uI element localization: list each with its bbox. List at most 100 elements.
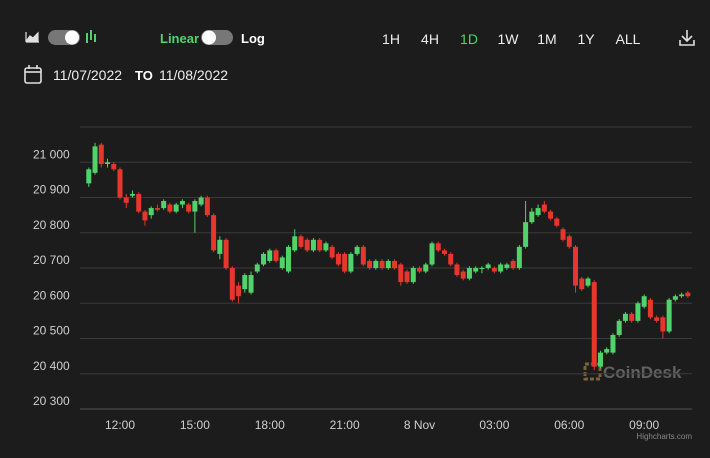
candle-body xyxy=(541,204,547,212)
candle-body xyxy=(566,236,572,247)
candle-body xyxy=(466,268,472,279)
candle-body xyxy=(610,334,616,353)
y-tick-label: 20 600 xyxy=(33,288,70,302)
candle-body xyxy=(242,275,248,290)
candle-icon xyxy=(86,30,96,43)
range-button[interactable]: ALL xyxy=(616,31,641,47)
date-from[interactable]: 11/07/2022 xyxy=(53,67,122,83)
y-tick-label: 20 400 xyxy=(33,359,70,373)
candle-body xyxy=(335,253,341,265)
x-tick-label: 03:00 xyxy=(479,418,509,432)
range-button[interactable]: 1M xyxy=(537,31,556,47)
candle-body xyxy=(454,264,460,276)
candle-body xyxy=(604,349,610,353)
y-tick-label: 20 700 xyxy=(33,253,70,267)
candle-body xyxy=(429,243,435,265)
toggle-knob xyxy=(65,30,79,45)
candle-body xyxy=(105,162,111,165)
candle-body xyxy=(236,285,242,297)
toggle-knob xyxy=(202,30,216,45)
candle-body xyxy=(261,253,267,265)
candle-body xyxy=(654,317,660,321)
candle-body xyxy=(161,201,167,209)
calendar-icon[interactable] xyxy=(24,65,42,84)
x-tick-label: 21:00 xyxy=(330,418,360,432)
candle-body xyxy=(317,239,323,251)
candle-body xyxy=(560,229,566,240)
candle-body xyxy=(529,211,535,223)
candle-body xyxy=(217,239,223,254)
y-tick-label: 21 000 xyxy=(33,147,70,161)
candle-body xyxy=(660,317,666,332)
candle-body xyxy=(498,264,504,272)
candle-body xyxy=(142,211,148,221)
candle-body xyxy=(379,260,385,268)
chart-type-toggle[interactable] xyxy=(25,30,96,45)
candle-body xyxy=(129,193,135,196)
candle-body xyxy=(148,208,154,216)
credit[interactable]: Highcharts.com xyxy=(636,432,692,441)
candle-body xyxy=(585,278,591,286)
range-button[interactable]: 4H xyxy=(421,31,439,47)
candle-body xyxy=(223,239,229,268)
candle-body xyxy=(204,197,210,216)
range-button[interactable]: 1D xyxy=(460,31,478,47)
candle-body xyxy=(523,222,529,247)
candle-body xyxy=(448,253,454,265)
candle-body xyxy=(679,294,685,297)
candle-body xyxy=(622,313,628,321)
candle-body xyxy=(304,239,310,251)
candle-body xyxy=(554,218,560,226)
candle-body xyxy=(410,268,416,283)
candle-body xyxy=(298,236,304,247)
range-buttons: 1H 4H 1D 1W 1M 1Y ALL xyxy=(382,31,641,47)
candle-body xyxy=(173,204,179,212)
range-button[interactable]: 1Y xyxy=(577,31,595,47)
candle-body xyxy=(279,257,285,268)
range-button[interactable]: 1H xyxy=(382,31,400,47)
candle-body xyxy=(348,253,354,272)
log-label[interactable]: Log xyxy=(241,31,265,46)
candle-body xyxy=(248,275,254,293)
candle-body xyxy=(597,352,603,367)
candle-body xyxy=(136,193,142,212)
range-button[interactable]: 1W xyxy=(498,31,520,47)
candle-body xyxy=(186,204,192,212)
candle-body xyxy=(516,246,522,268)
candle-body xyxy=(504,264,510,268)
y-tick-label: 20 500 xyxy=(33,324,70,338)
candle-body xyxy=(423,264,429,272)
candle-body xyxy=(229,268,235,300)
candle-body xyxy=(392,260,398,268)
watermark-text: CoinDesk xyxy=(603,363,682,382)
candle-body xyxy=(629,313,635,321)
candle-body xyxy=(117,169,123,198)
candle-body xyxy=(548,211,554,219)
y-tick-label: 20 300 xyxy=(33,394,70,408)
candle-body xyxy=(154,208,160,210)
candle-body xyxy=(310,239,316,251)
candle-body xyxy=(510,260,516,268)
date-to[interactable]: 11/08/2022 xyxy=(159,67,228,83)
candle-body xyxy=(385,260,391,268)
download-button[interactable] xyxy=(679,30,695,46)
y-tick-label: 20 900 xyxy=(33,183,70,197)
candle-body xyxy=(666,299,672,332)
candle-body xyxy=(292,236,298,251)
candle-body xyxy=(635,303,641,321)
candle-body xyxy=(435,243,441,251)
candle-body xyxy=(641,296,647,307)
candle-body xyxy=(267,250,273,261)
scale-toggle[interactable] xyxy=(201,30,233,45)
candle-body xyxy=(616,320,622,335)
linear-label[interactable]: Linear xyxy=(160,31,199,46)
candle-body xyxy=(92,146,98,173)
candle-body xyxy=(198,197,204,205)
candle-body xyxy=(179,201,185,205)
candle-body xyxy=(354,246,360,254)
candle-body xyxy=(323,243,329,251)
candle-body xyxy=(167,204,173,212)
y-tick-label: 20 800 xyxy=(33,218,70,232)
candle-body xyxy=(685,292,691,297)
